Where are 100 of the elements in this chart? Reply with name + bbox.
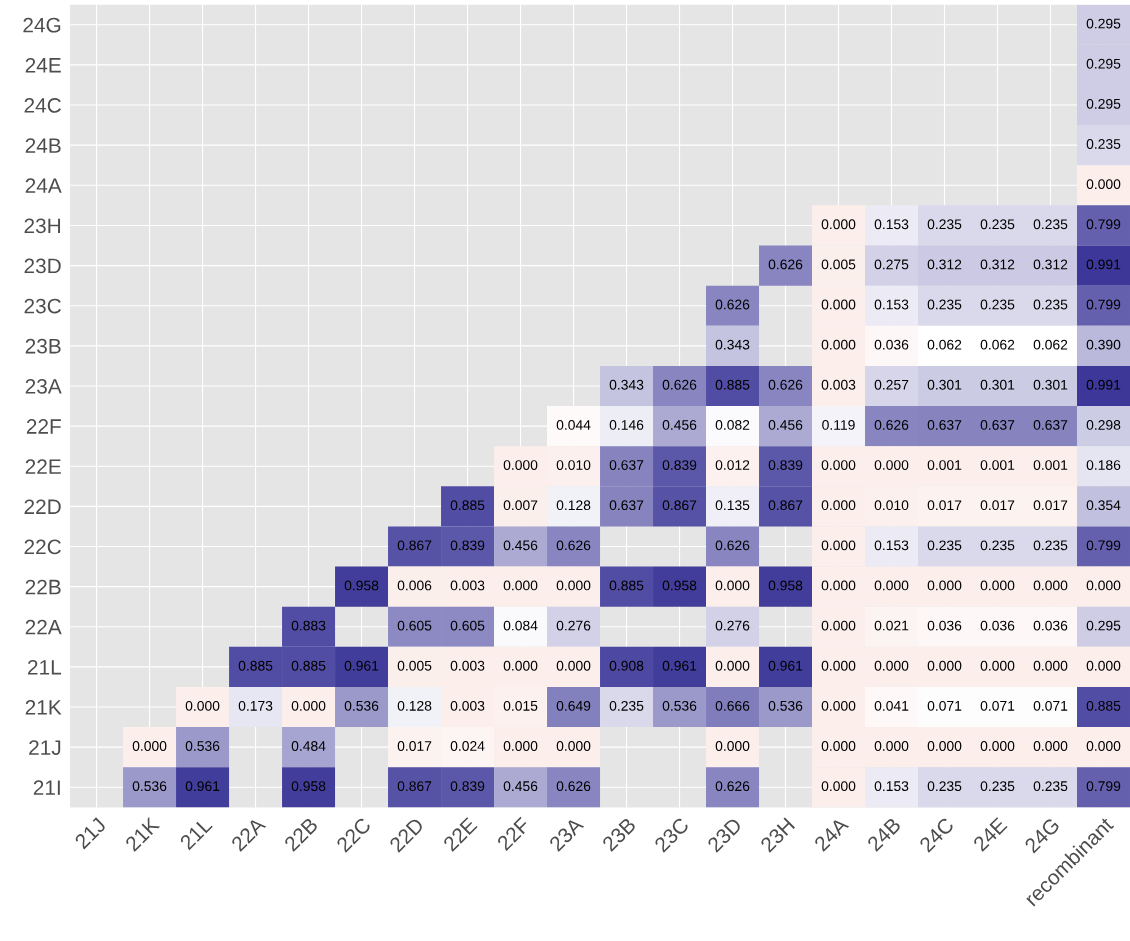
y-tick-label: 21L [28, 659, 62, 675]
data-label: 0.235 [1033, 219, 1068, 230]
data-label: 0.119 [822, 420, 855, 430]
data-label: 0.036 [927, 620, 962, 631]
data-label: 0.000 [821, 781, 856, 792]
x-tick-label: 22F [496, 816, 531, 852]
data-label: 0.000 [927, 660, 962, 671]
y-tick-label: 22A [25, 619, 62, 635]
data-label: 0.000 [821, 460, 856, 470]
data-label: 0.071 [980, 700, 1015, 711]
data-label: 0.000 [874, 460, 909, 470]
data-label: 0.000 [715, 580, 750, 591]
data-label: 0.799 [1086, 540, 1121, 551]
data-label: 0.301 [927, 379, 962, 390]
data-label: 0.017 [397, 741, 432, 751]
data-label: 0.000 [715, 660, 750, 671]
data-label: 0.005 [821, 259, 856, 270]
y-tick-label: 23A [25, 378, 62, 394]
data-label: 0.536 [768, 700, 803, 711]
data-label: 0.235 [1033, 299, 1068, 310]
data-label: 0.235 [609, 700, 644, 711]
data-label: 0.000 [821, 700, 856, 711]
data-label: 0.276 [556, 620, 591, 631]
data-label: 0.000 [503, 660, 538, 671]
data-label: 0.001 [1033, 460, 1068, 470]
data-label: 0.536 [185, 741, 220, 751]
data-label: 0.867 [397, 540, 432, 551]
data-label: 0.649 [556, 700, 591, 711]
data-label: 0.867 [768, 500, 803, 511]
data-label: 0.186 [1086, 460, 1121, 470]
data-label: 0.605 [397, 620, 432, 631]
data-label: 0.000 [556, 580, 591, 591]
data-label: 0.626 [715, 540, 750, 551]
data-label: 0.839 [450, 781, 485, 792]
data-label: 0.128 [397, 700, 432, 711]
x-tick-label: 24B [866, 816, 902, 852]
data-label: 0.007 [503, 500, 538, 511]
data-label: 0.626 [715, 781, 750, 792]
data-label: 0.799 [1086, 219, 1121, 230]
data-label: 0.626 [662, 379, 697, 390]
data-label: 0.637 [980, 420, 1015, 430]
data-label: 0.000 [874, 660, 909, 671]
data-label: 0.000 [927, 580, 962, 591]
data-label: 0.295 [1086, 58, 1121, 69]
data-label: 0.062 [980, 339, 1015, 350]
y-tick-label: 24E [25, 57, 61, 73]
y-tick-label: 22B [25, 579, 61, 595]
data-label: 0.146 [609, 420, 644, 430]
data-label: 0.036 [1033, 620, 1068, 631]
data-label: 0.908 [609, 660, 644, 671]
x-tick-label: 22C [335, 816, 372, 853]
data-label: 0.235 [980, 219, 1015, 230]
data-label: 0.885 [1086, 700, 1121, 711]
data-label: 0.235 [927, 540, 962, 551]
x-tick-label: 22D [388, 816, 425, 853]
x-tick-label: 21K [124, 816, 161, 852]
data-label: 0.000 [1086, 660, 1121, 671]
data-label: 0.885 [450, 500, 485, 511]
data-label: 0.000 [132, 741, 167, 751]
data-label: 0.000 [821, 741, 856, 751]
data-label: 0.235 [927, 781, 962, 792]
data-label: 0.343 [609, 379, 644, 390]
y-tick-label: 23C [24, 298, 61, 314]
data-label: 0.128 [556, 500, 591, 511]
data-label: 0.000 [1086, 580, 1121, 591]
data-label: 0.000 [821, 299, 856, 310]
data-label: 0.000 [821, 219, 856, 230]
data-label: 0.958 [291, 781, 326, 792]
y-tick-label: 22F [26, 419, 61, 434]
data-label: 0.958 [344, 580, 379, 591]
y-tick-label: 22E [25, 459, 61, 474]
data-label: 0.301 [1033, 379, 1068, 390]
data-label: 0.071 [927, 700, 962, 711]
data-label: 0.084 [503, 620, 538, 631]
x-tick-label: 24A [813, 816, 850, 852]
data-label: 0.885 [291, 660, 326, 671]
data-label: 0.153 [874, 299, 909, 310]
data-label: 0.626 [715, 299, 750, 310]
data-label: 0.000 [185, 700, 220, 711]
data-label: 0.003 [450, 660, 485, 671]
data-label: 0.867 [397, 781, 432, 792]
data-label: 0.000 [874, 741, 909, 751]
data-label: 0.536 [132, 781, 167, 792]
data-label: 0.235 [980, 299, 1015, 310]
data-label: 0.006 [397, 580, 432, 591]
data-label: 0.958 [662, 580, 697, 591]
data-label: 0.036 [980, 620, 1015, 631]
data-label: 0.000 [821, 500, 856, 511]
data-label: 0.000 [503, 580, 538, 591]
data-label: 0.295 [1086, 18, 1121, 29]
data-label: 0.885 [238, 660, 273, 671]
data-label: 0.000 [1033, 741, 1068, 751]
x-tick-label: 22E [442, 816, 478, 852]
data-label: 0.235 [980, 540, 1015, 551]
data-label: 0.312 [980, 259, 1015, 270]
data-label: 0.000 [503, 741, 538, 751]
data-label: 0.799 [1086, 781, 1121, 792]
data-label: 0.062 [1033, 339, 1068, 350]
x-tick-label: 24C [918, 816, 955, 853]
data-label: 0.867 [662, 500, 697, 511]
